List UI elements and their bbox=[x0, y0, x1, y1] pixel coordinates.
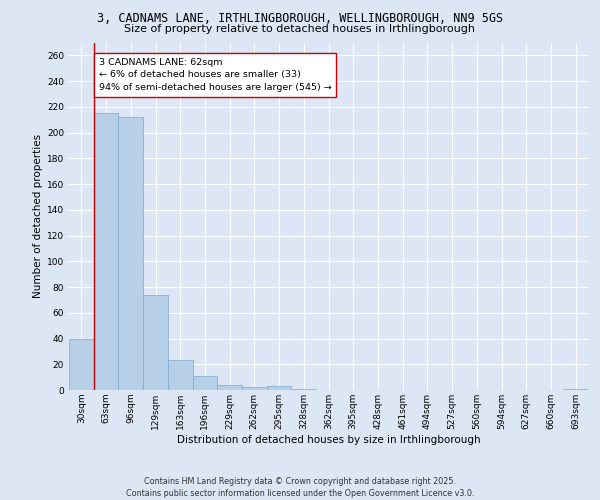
Bar bbox=[242, 388, 267, 390]
Bar bbox=[267, 386, 292, 390]
X-axis label: Distribution of detached houses by size in Irthlingborough: Distribution of detached houses by size … bbox=[176, 434, 481, 444]
Bar bbox=[118, 117, 143, 390]
Text: 3, CADNAMS LANE, IRTHLINGBOROUGH, WELLINGBOROUGH, NN9 5GS: 3, CADNAMS LANE, IRTHLINGBOROUGH, WELLIN… bbox=[97, 12, 503, 26]
Bar bbox=[94, 114, 118, 390]
Bar bbox=[69, 338, 94, 390]
Bar bbox=[168, 360, 193, 390]
Text: Size of property relative to detached houses in Irthlingborough: Size of property relative to detached ho… bbox=[125, 24, 476, 34]
Bar bbox=[193, 376, 217, 390]
Bar bbox=[217, 385, 242, 390]
Text: Contains HM Land Registry data © Crown copyright and database right 2025.
Contai: Contains HM Land Registry data © Crown c… bbox=[126, 476, 474, 498]
Bar bbox=[563, 388, 588, 390]
Bar bbox=[292, 388, 316, 390]
Text: 3 CADNAMS LANE: 62sqm
← 6% of detached houses are smaller (33)
94% of semi-detac: 3 CADNAMS LANE: 62sqm ← 6% of detached h… bbox=[98, 58, 331, 92]
Bar bbox=[143, 295, 168, 390]
Y-axis label: Number of detached properties: Number of detached properties bbox=[33, 134, 43, 298]
